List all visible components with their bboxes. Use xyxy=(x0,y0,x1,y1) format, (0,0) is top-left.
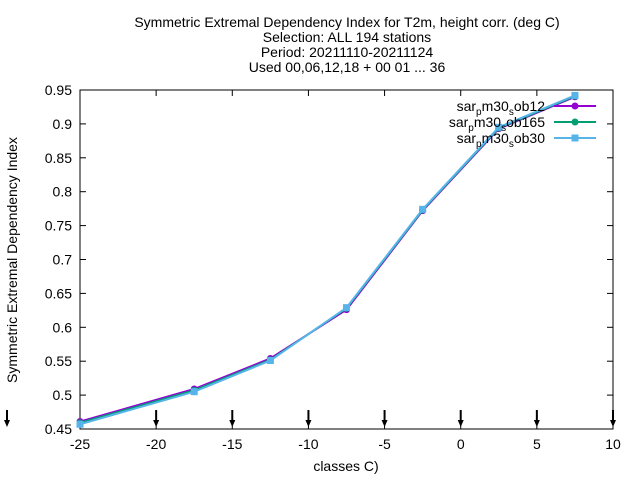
chart-title: Symmetric Extremal Dependency Index for … xyxy=(134,14,559,30)
down-arrow-marker xyxy=(153,410,160,427)
legend-item: sarpm30sob30 xyxy=(457,130,596,150)
legend-label: sarpm30sob12 xyxy=(457,98,546,118)
data-point xyxy=(571,91,579,99)
y-tick-label: 0.7 xyxy=(53,252,73,268)
x-tick-label: -20 xyxy=(146,436,166,452)
series-3 xyxy=(76,91,579,428)
x-tick-label: 5 xyxy=(533,436,541,452)
data-point xyxy=(419,205,427,213)
data-point xyxy=(76,420,84,428)
data-point xyxy=(266,357,274,365)
legend-item: sarpm30sob12 xyxy=(457,98,596,118)
chart-subtitle-selection: Selection: ALL 194 stations xyxy=(263,29,431,45)
down-arrow-marker xyxy=(381,410,388,427)
y-axis-label: Symmetric Extremal Dependency Index xyxy=(4,137,20,383)
data-point xyxy=(343,304,350,312)
down-arrow-marker xyxy=(457,410,464,427)
y-tick-label: 0.45 xyxy=(45,421,72,437)
chart-subtitle-period: Period: 20211110-20211124 xyxy=(261,44,434,60)
data-point xyxy=(190,388,198,396)
y-tick-label: 0.65 xyxy=(45,285,72,301)
y-tick-label: 0.85 xyxy=(45,150,72,166)
legend-swatch-marker xyxy=(571,102,579,110)
legend-label: sarpm30sob165 xyxy=(449,114,545,134)
x-tick-label: 0 xyxy=(457,436,465,452)
y-tick-label: 0.75 xyxy=(45,218,72,234)
y-tick-label: 0.95 xyxy=(45,82,72,98)
legend-swatch-marker xyxy=(571,118,579,126)
y-tick-label: 0.6 xyxy=(53,319,73,335)
chart-title-block: Symmetric Extremal Dependency Index for … xyxy=(134,14,559,75)
y-axis: 0.45 0.5 0.55 0.6 0.65 0.7 0.75 0.8 0.85 0.9 0.95 xyxy=(45,82,613,437)
down-arrow-marker xyxy=(4,410,10,427)
down-arrow-marker xyxy=(229,410,236,427)
y-tick-label: 0.9 xyxy=(53,116,73,132)
legend-label: sarpm30sob30 xyxy=(457,130,546,150)
x-tick-label: -10 xyxy=(298,436,318,452)
legend-item: sarpm30sob165 xyxy=(449,114,596,134)
y-tick-label: 0.5 xyxy=(53,387,73,403)
down-arrow-marker xyxy=(610,410,616,427)
x-axis-label: classes C) xyxy=(313,458,378,474)
data-point xyxy=(495,123,503,131)
x-tick-label: -25 xyxy=(70,436,90,452)
chart-subtitle-used: Used 00,06,12,18 + 00 01 ... 36 xyxy=(249,59,446,75)
y-tick-label: 0.55 xyxy=(45,353,72,369)
series-layer xyxy=(76,91,579,428)
legend-swatch-marker xyxy=(571,134,579,142)
x-tick-label: -15 xyxy=(222,436,242,452)
x-axis: -25 -20 -15 -10 -5 0 5 10 xyxy=(70,90,621,452)
x-tick-label: -5 xyxy=(378,436,391,452)
down-arrow-marker xyxy=(305,410,312,427)
bottom-arrow-markers xyxy=(4,410,616,427)
y-tick-label: 0.8 xyxy=(53,184,73,200)
x-tick-label: 10 xyxy=(605,436,621,452)
down-arrow-marker xyxy=(533,410,540,427)
